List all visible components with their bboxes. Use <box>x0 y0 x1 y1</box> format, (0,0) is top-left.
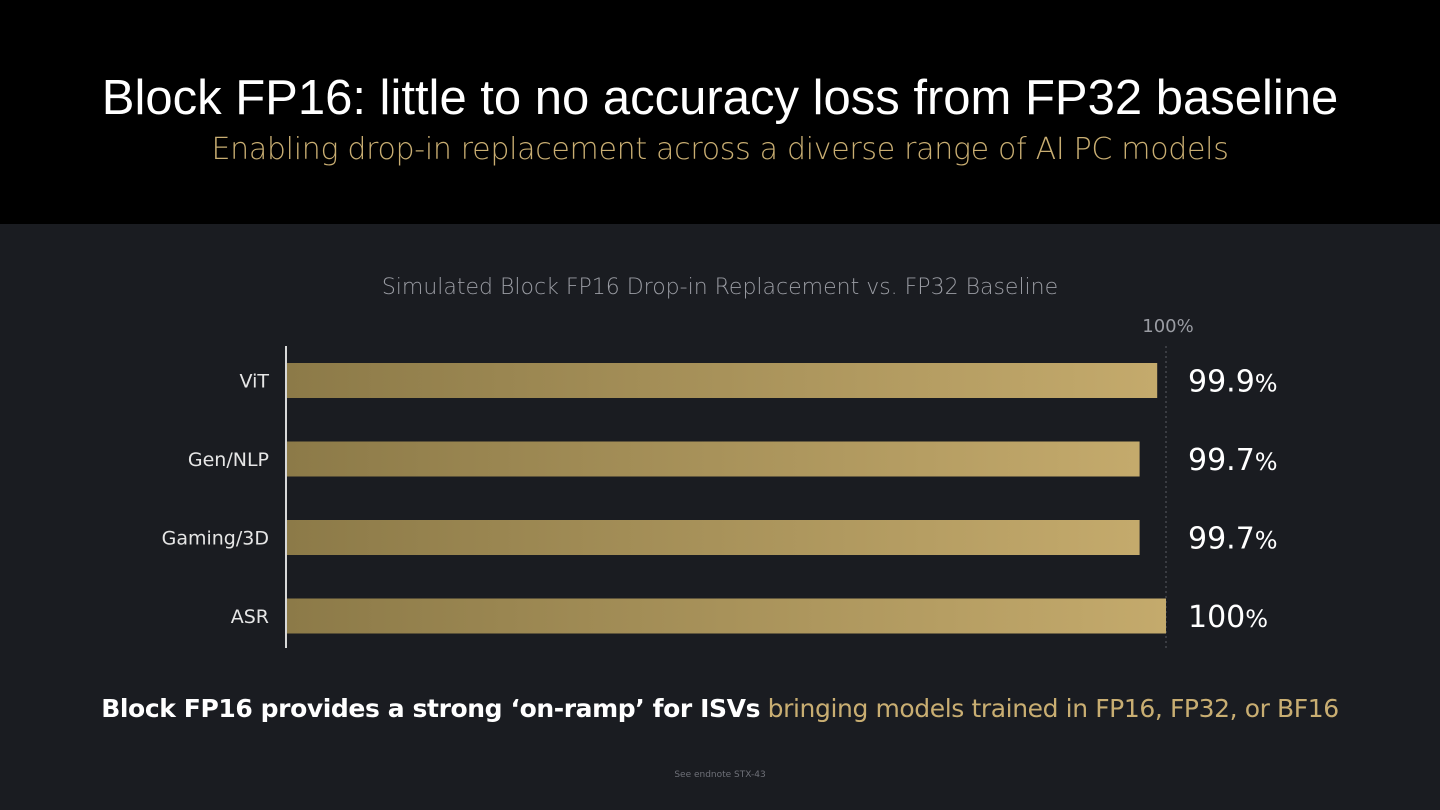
bar-1 <box>286 441 1140 477</box>
bar-chart: Simulated Block FP16 Drop-in Replacement… <box>0 224 1440 664</box>
bar-3 <box>286 598 1166 634</box>
slide-subtitle: Enabling drop-in replacement across a di… <box>211 132 1229 167</box>
category-label-1: Gen/NLP <box>188 449 269 471</box>
tagline: Block FP16 provides a strong ‘on-ramp’ f… <box>0 692 1440 726</box>
value-label-1: 99.7% <box>1188 443 1278 478</box>
footnote: See endnote STX-43 <box>674 770 766 780</box>
tagline-bold: Block FP16 provides a strong ‘on-ramp’ f… <box>101 694 761 723</box>
bar-0 <box>286 363 1158 398</box>
reference-label: 100% <box>1142 316 1193 337</box>
header-band <box>0 0 1440 224</box>
category-label-0: ViT <box>240 371 270 393</box>
tagline-rest: bringing models trained in FP16, FP32, o… <box>767 694 1340 723</box>
bar-chart-svg: Simulated Block FP16 Drop-in Replacement… <box>162 275 1278 648</box>
value-label-3: 100% <box>1188 600 1268 635</box>
slide-title: Block FP16: little to no accuracy loss f… <box>101 71 1339 125</box>
value-label-2: 99.7% <box>1188 522 1278 557</box>
chart-title: Simulated Block FP16 Drop-in Replacement… <box>382 275 1058 300</box>
value-label-0: 99.9% <box>1188 365 1278 400</box>
bar-2 <box>286 520 1140 555</box>
category-label-2: Gaming/3D <box>162 528 269 550</box>
category-label-3: ASR <box>231 606 269 628</box>
